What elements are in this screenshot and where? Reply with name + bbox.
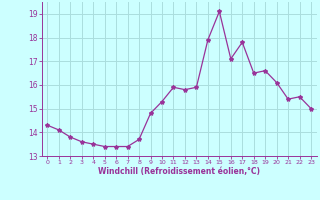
X-axis label: Windchill (Refroidissement éolien,°C): Windchill (Refroidissement éolien,°C) [98,167,260,176]
